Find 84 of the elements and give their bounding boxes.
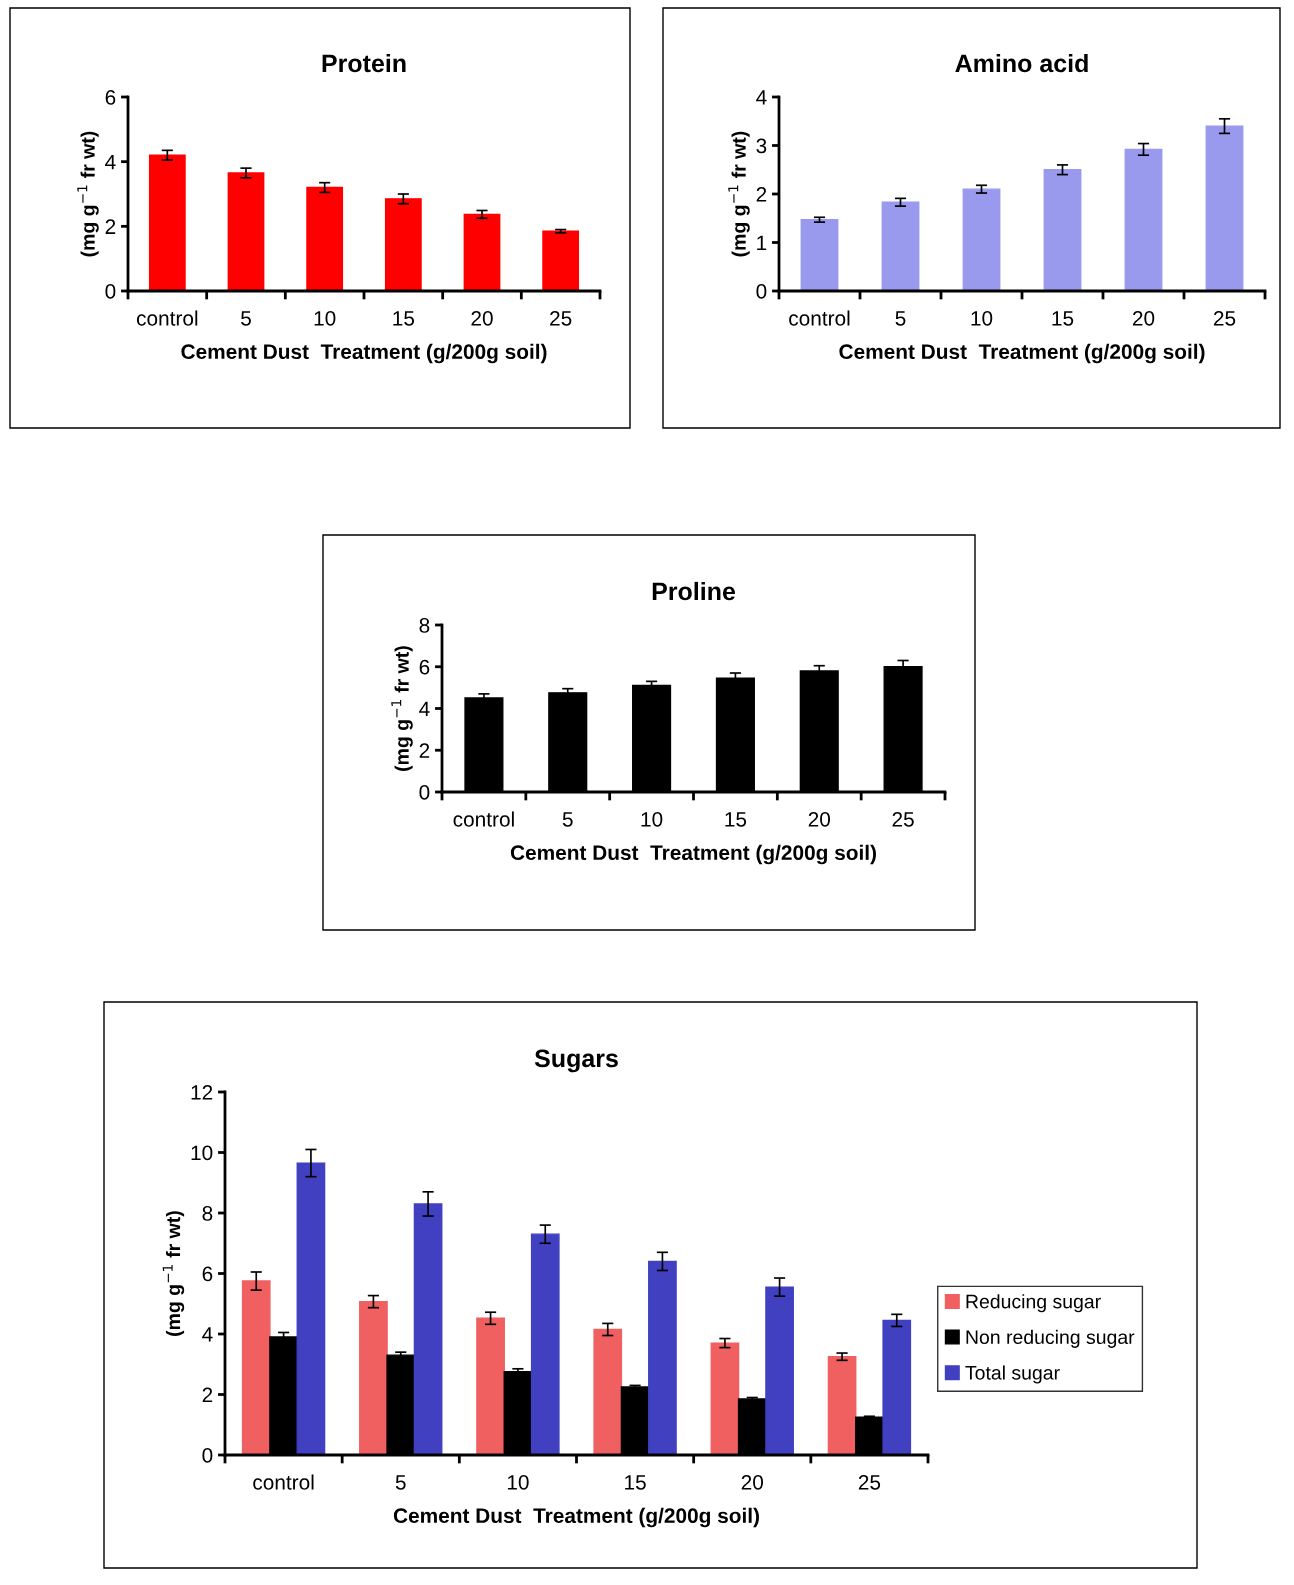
x-axis-title: Cement Dust Treatment (g/200g soil) (510, 844, 876, 865)
y-tick-label: 6 (202, 1266, 213, 1282)
bar (765, 1286, 794, 1455)
chart-title: Proline (652, 581, 736, 601)
y-axis-title: (mg g$^{−1}$ fr wt) (391, 646, 413, 771)
bar (476, 1317, 505, 1455)
chart-title: Protein (322, 53, 406, 73)
y-tick-label: 4 (105, 154, 116, 170)
x-tick-label: 20 (741, 1474, 764, 1490)
x-tick-label: 5 (562, 812, 573, 827)
x-tick-label: 5 (395, 1475, 406, 1490)
bar (359, 1300, 388, 1455)
bar (413, 1203, 443, 1455)
bar (463, 213, 501, 291)
y-tick-label: 0 (756, 284, 767, 299)
x-tick-label: 10 (641, 811, 663, 827)
legend-label: Non reducing sugar (966, 1329, 1135, 1348)
y-tick-label: 2 (105, 219, 116, 234)
x-tick-label: 10 (314, 310, 336, 326)
y-tick-label: 0 (105, 284, 116, 299)
x-tick-label: control (789, 310, 850, 326)
x-tick-label: 25 (1213, 310, 1236, 326)
x-tick-label: control (253, 1474, 314, 1490)
x-axis-title: Cement Dust Treatment (g/200g soil) (181, 343, 547, 364)
x-tick-label: 10 (507, 1474, 529, 1490)
y-tick-label: 2 (756, 187, 767, 202)
x-tick-label: control (453, 811, 514, 827)
bar (962, 188, 1001, 291)
y-tick-label: 0 (419, 785, 430, 800)
bar (148, 154, 186, 291)
x-tick-label: 25 (892, 811, 914, 827)
bar (1205, 125, 1244, 291)
bar (241, 1280, 271, 1455)
y-tick-label: 4 (419, 701, 430, 717)
x-tick-label: 20 (808, 811, 831, 827)
x-axis-title: Cement Dust Treatment (g/200g soil) (393, 1507, 759, 1528)
bar (530, 1233, 560, 1455)
y-tick-label: 2 (202, 1387, 213, 1403)
y-tick-label: 4 (756, 90, 767, 105)
x-tick-label: control (136, 310, 198, 326)
bar (296, 1162, 326, 1455)
x-tick-label: 15 (625, 1475, 646, 1490)
bar (882, 1319, 912, 1455)
bar (881, 201, 920, 291)
bar (710, 1342, 740, 1455)
x-tick-label: 5 (895, 311, 906, 326)
y-axis-title: (mg g$^{−1}$ fr wt) (162, 1211, 185, 1336)
y-tick-label: 4 (202, 1327, 213, 1342)
x-tick-label: 10 (971, 310, 993, 326)
x-tick-label: 25 (858, 1474, 881, 1490)
y-tick-label: 6 (105, 90, 116, 105)
legend-label: Total sugar (965, 1365, 1060, 1384)
bar (1043, 169, 1082, 291)
y-tick-label: 6 (419, 659, 430, 675)
bar (648, 1260, 677, 1455)
x-axis-title: Cement Dust Treatment (g/200g soil) (839, 343, 1205, 364)
bar (384, 198, 422, 291)
x-tick-label: 20 (471, 310, 493, 326)
bar (542, 230, 580, 291)
y-axis-title: (mg g$^{−1}$ fr wt) (77, 131, 99, 257)
chart-title: Sugars (534, 1049, 618, 1073)
bar (593, 1328, 623, 1455)
x-tick-label: 5 (241, 311, 251, 326)
y-axis-title: (mg g$^{−1}$ fr wt) (728, 131, 750, 257)
y-tick-label: 2 (419, 743, 430, 758)
y-tick-label: 3 (756, 138, 767, 154)
bar (1124, 148, 1163, 291)
y-tick-label: 8 (419, 618, 430, 633)
bar (306, 186, 344, 291)
y-tick-label: 1 (757, 235, 767, 251)
y-tick-label: 10 (191, 1145, 213, 1161)
x-tick-label: 20 (1132, 310, 1155, 326)
y-tick-label: 0 (202, 1448, 213, 1463)
y-tick-label: 12 (191, 1085, 213, 1100)
bar (227, 172, 265, 291)
bar (800, 219, 839, 291)
x-tick-label: 15 (725, 812, 747, 827)
x-tick-label: 15 (393, 311, 415, 326)
bar (827, 1355, 857, 1455)
legend-label: Reducing sugar (966, 1294, 1101, 1313)
x-tick-label: 15 (1052, 311, 1074, 326)
chart-title: Amino acid (955, 53, 1088, 73)
y-tick-label: 8 (202, 1206, 213, 1221)
x-tick-label: 25 (550, 310, 572, 326)
